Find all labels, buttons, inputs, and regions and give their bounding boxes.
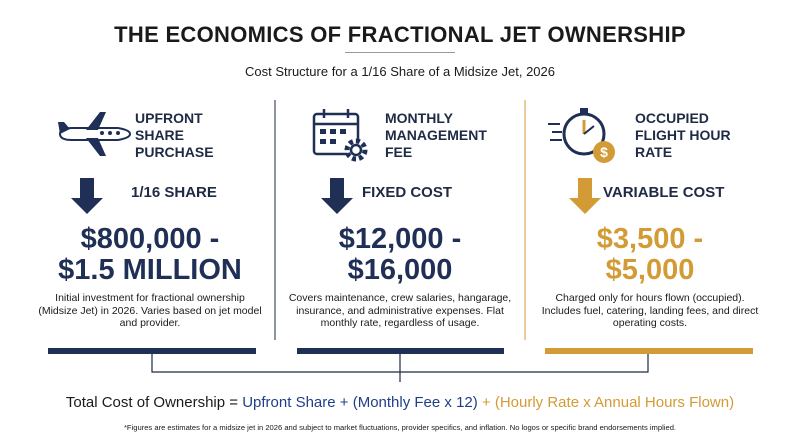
price-line: $800,000 -: [80, 223, 220, 255]
tag: VARIABLE COST: [603, 184, 725, 201]
price-line: $3,500 -: [596, 223, 704, 255]
heading: OCCUPIED FLIGHT HOUR RATE: [635, 110, 731, 161]
subtitle: Cost Structure for a 1/16 Share of a Mid…: [245, 64, 555, 79]
price: $12,000 - $16,000: [275, 224, 525, 286]
tag: 1/16 SHARE: [131, 184, 217, 201]
formula-part: + (Hourly Rate x Annual Hours Flown): [477, 394, 735, 411]
price: $800,000 - $1.5 MILLION: [25, 224, 275, 286]
price-line: $16,000: [347, 254, 453, 286]
svg-text:$: $: [600, 144, 608, 160]
formula-part: Total Cost of Ownership =: [65, 394, 243, 411]
heading-line: PURCHASE: [135, 144, 214, 160]
price-line: $1.5 MILLION: [58, 254, 242, 286]
heading: UPFRONT SHARE PURCHASE: [135, 110, 214, 161]
price-line: $12,000 -: [338, 223, 462, 255]
heading-line: MONTHLY: [385, 110, 453, 126]
heading-line: UPFRONT: [135, 110, 203, 126]
formula: Total Cost of Ownership = Upfront Share …: [0, 394, 800, 411]
heading-line: SHARE: [135, 127, 185, 143]
heading-line: FLIGHT HOUR: [635, 127, 731, 143]
description: Charged only for hours flown (occupied).…: [541, 292, 759, 329]
heading-line: OCCUPIED: [635, 110, 709, 126]
column: OCCUPIED FLIGHT HOUR RATE VARIABLE COST $3…: [525, 100, 775, 340]
formula-part: Upfront Share + (Monthly Fee x 12): [242, 394, 478, 411]
price: $3,500 - $5,000: [525, 224, 775, 286]
heading-line: MANAGEMENT: [385, 127, 487, 143]
column: MONTHLY MANAGEMENT FEE FIXED COST $12,000 …: [275, 100, 525, 340]
column: UPFRONT SHARE PURCHASE 1/16 SHARE $800,000…: [25, 100, 275, 340]
heading: MONTHLY MANAGEMENT FEE: [385, 110, 487, 161]
heading-line: FEE: [385, 144, 413, 160]
description: Initial investment for fractional owners…: [38, 292, 262, 329]
description: Covers maintenance, crew salaries, hanga…: [288, 292, 512, 329]
footnote: *Figures are estimates for a midsize jet…: [123, 423, 677, 432]
tag: FIXED COST: [362, 184, 453, 201]
title-rule: [345, 52, 455, 53]
title: THE ECONOMICS OF FRACTIONAL JET OWNERSHI…: [114, 22, 686, 47]
heading-line: RATE: [635, 144, 673, 160]
price-line: $5,000: [605, 254, 695, 286]
